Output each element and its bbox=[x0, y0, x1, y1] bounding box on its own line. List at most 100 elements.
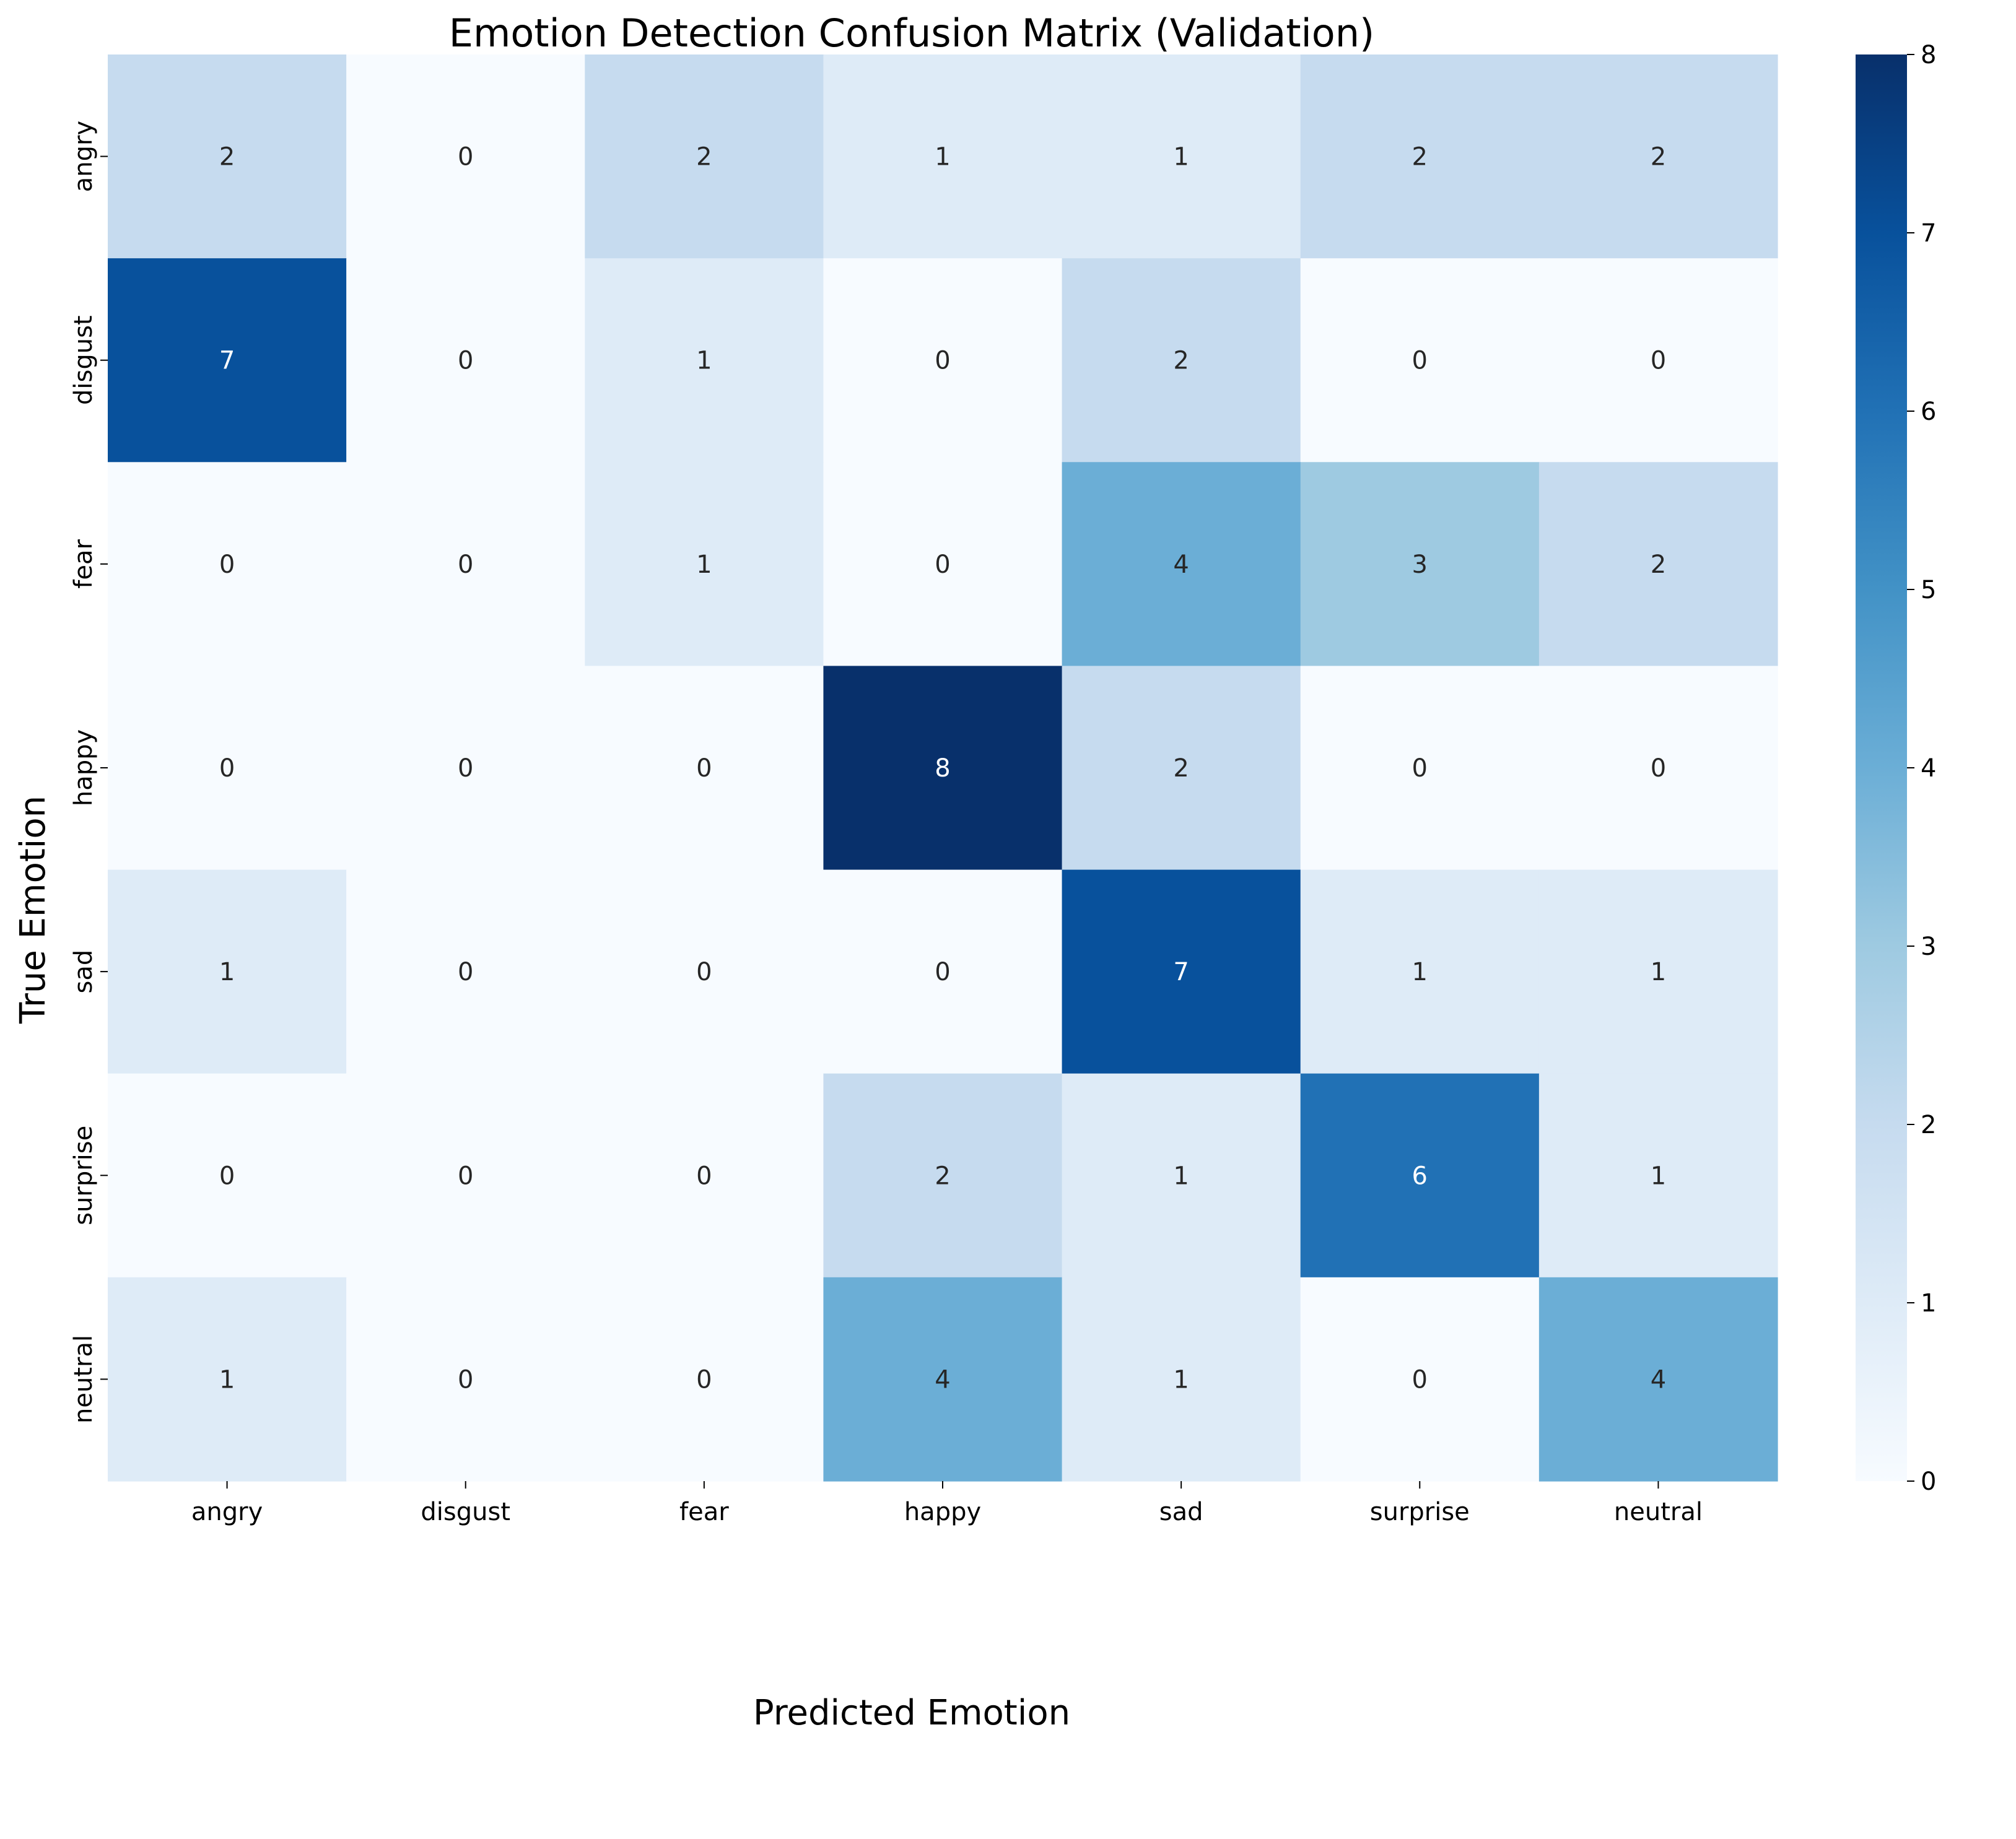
colorbar-tick-label: 4 bbox=[1921, 754, 1936, 783]
heatmap-cell bbox=[1062, 666, 1301, 871]
cell-value-label: 0 bbox=[935, 550, 950, 579]
cell-value-label: 0 bbox=[696, 958, 712, 986]
heatmap-cell bbox=[823, 462, 1063, 667]
heatmap-cell bbox=[108, 869, 347, 1074]
chart-title: Emotion Detection Confusion Matrix (Vali… bbox=[449, 11, 1374, 56]
heatmap-cell bbox=[585, 54, 824, 259]
heatmap-cell bbox=[1538, 1277, 1778, 1482]
heatmap-cell bbox=[823, 258, 1063, 463]
x-tick-label: neutral bbox=[1614, 1498, 1703, 1526]
cell-value-label: 2 bbox=[1173, 347, 1189, 375]
heatmap-cell bbox=[1538, 258, 1778, 463]
colorbar-tick-label: 7 bbox=[1921, 219, 1936, 248]
heatmap-cell bbox=[585, 1277, 824, 1482]
heatmap-cell bbox=[1300, 54, 1540, 259]
cell-value-label: 0 bbox=[458, 1162, 473, 1190]
colorbar bbox=[1856, 54, 1907, 1481]
heatmap-cell bbox=[346, 258, 585, 463]
y-tick-label: sad bbox=[69, 950, 98, 994]
x-tick-label: surprise bbox=[1370, 1498, 1470, 1526]
cell-value-label: 0 bbox=[935, 347, 950, 375]
cell-value-label: 2 bbox=[935, 1162, 950, 1190]
cell-value-label: 0 bbox=[1651, 754, 1666, 783]
cell-value-label: 0 bbox=[458, 1365, 473, 1394]
heatmap-cell bbox=[1062, 869, 1301, 1074]
cell-value-label: 0 bbox=[458, 958, 473, 986]
x-tick-label: sad bbox=[1159, 1498, 1203, 1526]
cell-value-label: 1 bbox=[696, 550, 712, 579]
heatmap-cell bbox=[1538, 869, 1778, 1074]
y-tick-label: angry bbox=[69, 121, 98, 192]
y-tick-label: surprise bbox=[69, 1126, 98, 1225]
cell-value-label: 2 bbox=[219, 143, 235, 172]
y-axis-title: True Emotion bbox=[13, 796, 53, 1024]
heatmap-cell bbox=[346, 666, 585, 871]
heatmap-cell bbox=[1538, 666, 1778, 871]
cell-value-label: 0 bbox=[219, 550, 235, 579]
cell-value-label: 1 bbox=[1173, 1162, 1189, 1190]
heatmap-cell bbox=[346, 869, 585, 1074]
x-axis: angry disgust fear happy sad surprise neutral bbox=[191, 1481, 1703, 1526]
heatmap-cell bbox=[346, 54, 585, 259]
heatmap-cell bbox=[346, 462, 585, 667]
heatmap-cell bbox=[1300, 1277, 1540, 1482]
cell-value-label: 2 bbox=[1173, 754, 1189, 783]
heatmap-cell bbox=[1538, 1073, 1778, 1278]
heatmap-cell bbox=[1062, 54, 1301, 259]
x-axis-title: Predicted Emotion bbox=[753, 1693, 1070, 1733]
colorbar-tick-label: 5 bbox=[1921, 576, 1936, 604]
heatmap-cell bbox=[108, 462, 347, 667]
cell-value-label: 1 bbox=[1651, 1162, 1666, 1190]
cell-value-label: 0 bbox=[219, 1162, 235, 1190]
cell-value-label: 1 bbox=[219, 958, 235, 986]
heatmap-cell bbox=[1300, 1073, 1540, 1278]
cell-value-label: 4 bbox=[1651, 1365, 1666, 1394]
y-tick-label: neutral bbox=[69, 1335, 98, 1424]
heatmap-cell bbox=[1300, 462, 1540, 667]
heatmap-cell bbox=[108, 258, 347, 463]
cell-value-label: 0 bbox=[696, 1365, 712, 1394]
cell-value-label: 7 bbox=[1173, 958, 1189, 986]
y-tick-label: fear bbox=[69, 539, 98, 588]
cell-value-label: 2 bbox=[1651, 550, 1666, 579]
cell-value-label: 7 bbox=[219, 347, 235, 375]
y-axis: angry disgust fear happy sad surprise neutral bbox=[69, 121, 108, 1424]
cell-value-label: 0 bbox=[219, 754, 235, 783]
heatmap-cell bbox=[1300, 869, 1540, 1074]
heatmap-cells: 2 0 2 1 1 2 2 7 0 1 0 2 0 0 0 0 1 0 4 3 2 0 0 0 8 2 0 0 1 0 0 0 7 1 1 0 0 0 2 1… bbox=[108, 54, 1778, 1482]
heatmap-cell bbox=[1062, 1073, 1301, 1278]
cell-value-label: 3 bbox=[1412, 550, 1428, 579]
heatmap-cell bbox=[585, 258, 824, 463]
cell-value-label: 0 bbox=[935, 958, 950, 986]
heatmap-cell bbox=[346, 1277, 585, 1482]
colorbar-tick-label: 8 bbox=[1921, 41, 1936, 69]
heatmap-cell bbox=[823, 1277, 1063, 1482]
colorbar-tick-label: 3 bbox=[1921, 933, 1936, 961]
cell-value-label: 0 bbox=[1412, 347, 1428, 375]
heatmap-cell bbox=[823, 1073, 1063, 1278]
cell-value-label: 4 bbox=[1173, 550, 1189, 579]
heatmap-cell bbox=[1062, 1277, 1301, 1482]
cell-value-label: 1 bbox=[219, 1365, 235, 1394]
x-tick-label: fear bbox=[679, 1498, 729, 1526]
cell-value-label: 8 bbox=[935, 754, 950, 783]
heatmap-cell bbox=[1538, 462, 1778, 667]
cell-value-label: 6 bbox=[1412, 1162, 1428, 1190]
cell-value-label: 0 bbox=[696, 754, 712, 783]
heatmap-cell bbox=[585, 869, 824, 1074]
heatmap-cell bbox=[823, 869, 1063, 1074]
heatmap-cell bbox=[108, 666, 347, 871]
x-tick-label: happy bbox=[904, 1498, 981, 1526]
cell-value-label: 1 bbox=[1173, 1365, 1189, 1394]
cell-value-label: 2 bbox=[1412, 143, 1428, 172]
cell-value-label: 0 bbox=[696, 1162, 712, 1190]
colorbar-tick-label: 2 bbox=[1921, 1111, 1936, 1139]
colorbar-axis: 0 1 2 3 4 5 6 7 8 bbox=[1907, 41, 1936, 1496]
cell-value-label: 0 bbox=[458, 754, 473, 783]
cell-value-label: 1 bbox=[935, 143, 950, 172]
colorbar-tick-label: 6 bbox=[1921, 398, 1936, 426]
heatmap-cell bbox=[585, 1073, 824, 1278]
cell-value-label: 1 bbox=[1651, 958, 1666, 986]
cell-value-label: 4 bbox=[935, 1365, 950, 1394]
cell-value-label: 1 bbox=[696, 347, 712, 375]
